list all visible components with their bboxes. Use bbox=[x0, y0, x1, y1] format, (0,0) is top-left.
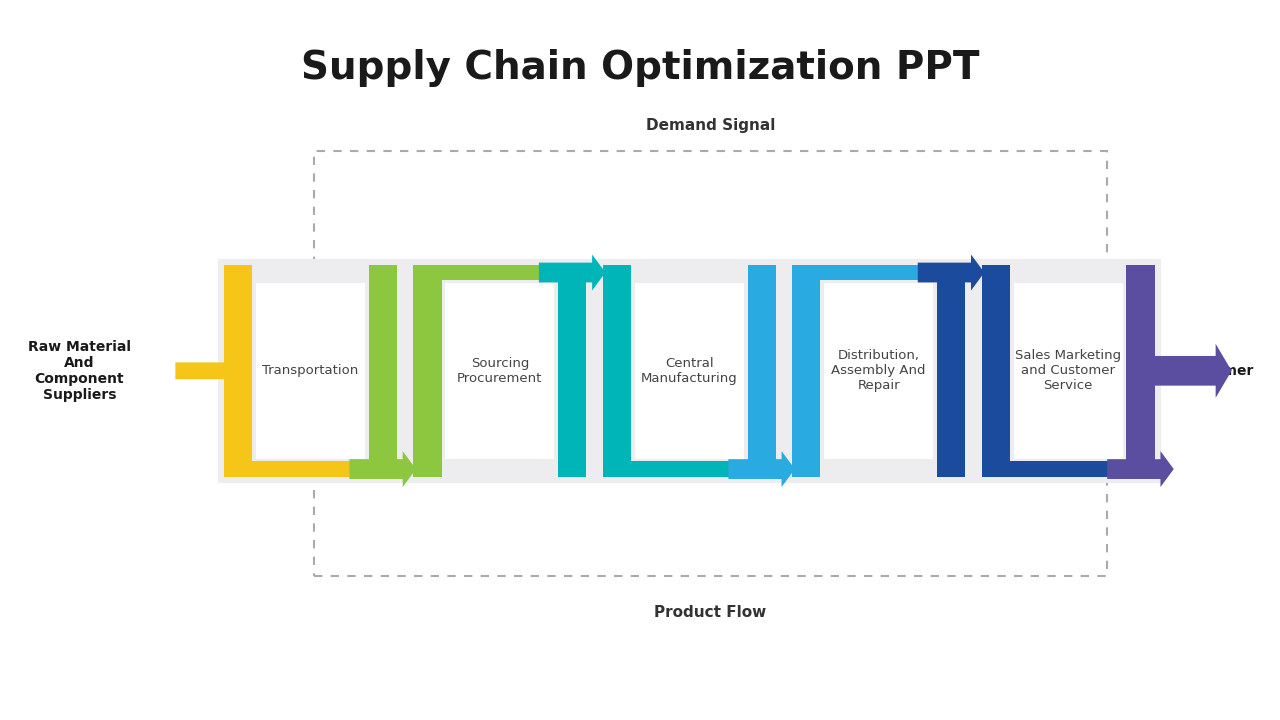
Polygon shape bbox=[918, 255, 984, 291]
Bar bbox=[635, 282, 744, 459]
Text: Supply Chain Optimization PPT: Supply Chain Optimization PPT bbox=[301, 50, 979, 87]
Bar bbox=[603, 265, 631, 477]
Polygon shape bbox=[1107, 451, 1174, 487]
Bar bbox=[1126, 265, 1155, 462]
Polygon shape bbox=[349, 451, 416, 487]
Bar bbox=[748, 265, 776, 462]
Bar bbox=[445, 282, 554, 459]
Bar bbox=[603, 462, 776, 477]
Polygon shape bbox=[175, 356, 242, 386]
Bar bbox=[982, 265, 1010, 477]
Text: Demand Signal: Demand Signal bbox=[645, 118, 776, 133]
Text: Customer: Customer bbox=[1179, 364, 1253, 378]
Text: Central
Manufacturing: Central Manufacturing bbox=[641, 357, 737, 384]
Text: Distribution,
Assembly And
Repair: Distribution, Assembly And Repair bbox=[832, 349, 925, 392]
Polygon shape bbox=[728, 451, 795, 487]
Bar bbox=[937, 281, 965, 477]
Bar bbox=[982, 462, 1155, 477]
FancyBboxPatch shape bbox=[218, 259, 1161, 483]
Bar bbox=[369, 265, 397, 462]
Text: Product Flow: Product Flow bbox=[654, 605, 767, 620]
Text: Raw Material
And
Component
Suppliers: Raw Material And Component Suppliers bbox=[28, 340, 131, 402]
Bar bbox=[413, 265, 442, 477]
Bar bbox=[824, 282, 933, 459]
Text: Transportation: Transportation bbox=[262, 364, 358, 377]
Bar bbox=[256, 282, 365, 459]
Bar bbox=[558, 281, 586, 477]
Bar bbox=[224, 265, 252, 477]
Bar bbox=[792, 265, 820, 477]
Bar bbox=[1014, 282, 1123, 459]
Bar bbox=[413, 265, 586, 281]
Bar bbox=[792, 265, 965, 281]
Polygon shape bbox=[539, 255, 605, 291]
Bar bbox=[314, 151, 1107, 576]
Text: Sales Marketing
and Customer
Service: Sales Marketing and Customer Service bbox=[1015, 349, 1121, 392]
Polygon shape bbox=[1152, 344, 1231, 398]
Text: Sourcing
Procurement: Sourcing Procurement bbox=[457, 357, 543, 384]
Bar bbox=[224, 462, 397, 477]
